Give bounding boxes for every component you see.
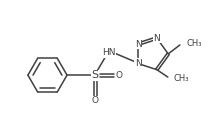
Text: N: N: [135, 59, 142, 68]
Text: HN: HN: [102, 48, 116, 57]
Text: N: N: [153, 34, 160, 43]
Text: N: N: [135, 40, 142, 49]
Text: CH₃: CH₃: [186, 39, 202, 48]
Text: O: O: [92, 96, 99, 105]
Text: CH₃: CH₃: [174, 74, 189, 83]
Text: O: O: [115, 71, 122, 80]
Text: S: S: [92, 70, 99, 80]
